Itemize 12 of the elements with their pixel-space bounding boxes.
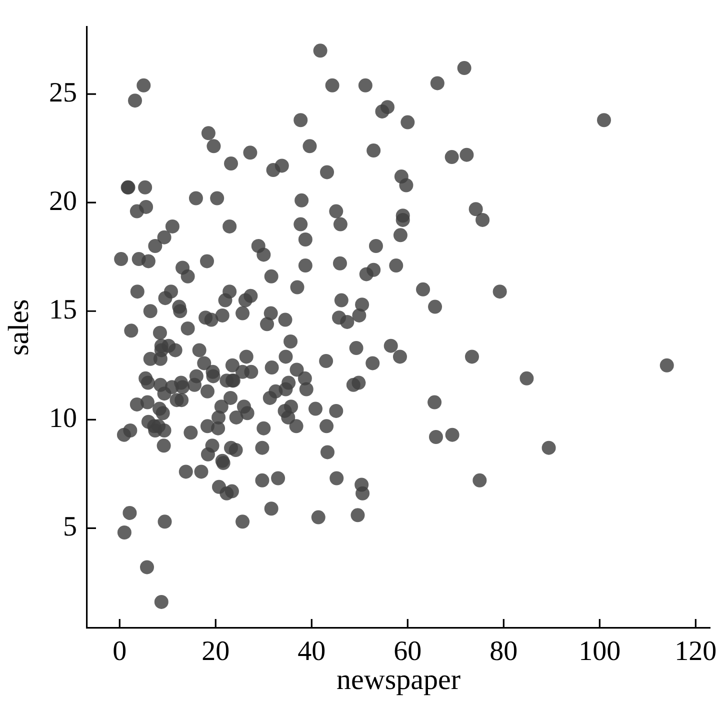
x-tick-label: 20: [202, 636, 230, 668]
y-tick-label: 5: [63, 512, 77, 543]
x-tick-label: 80: [490, 636, 518, 668]
x-tick-label: 40: [298, 636, 326, 668]
y-tick-label: 10: [49, 403, 77, 434]
x-tick-label: 120: [674, 636, 717, 668]
y-tick-label: 20: [49, 186, 77, 217]
y-tick-label: 25: [49, 77, 77, 108]
x-tick-label: 100: [578, 636, 621, 668]
x-tick-label: 0: [112, 636, 127, 668]
y-tick-label: 15: [49, 294, 77, 326]
y-axis-title: sales: [3, 299, 36, 356]
